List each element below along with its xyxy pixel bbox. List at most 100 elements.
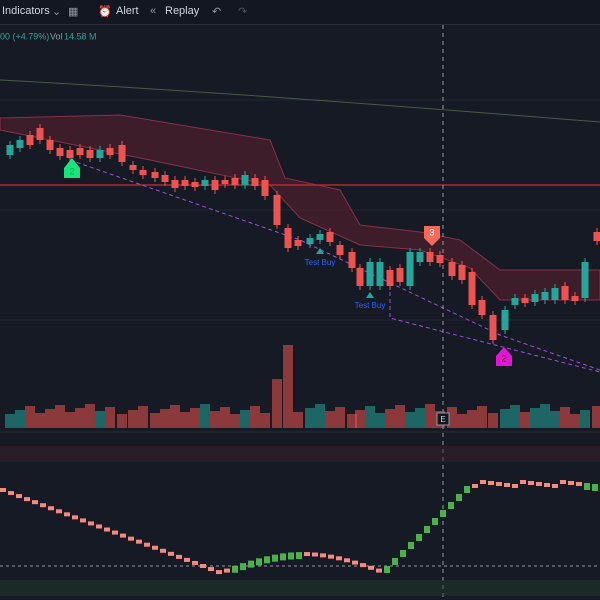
legend-vol-value: 14.58 M — [64, 31, 97, 41]
indicators-button[interactable]: Indicators — [2, 5, 50, 17]
oscillator-bar — [272, 554, 278, 562]
oscillator-bar — [520, 480, 526, 484]
marker-label: 3 — [429, 227, 434, 237]
oscillator-bar — [184, 557, 190, 562]
candle — [581, 262, 589, 298]
alert-icon[interactable]: ⏰ — [98, 6, 112, 18]
candle — [571, 296, 579, 301]
oscillator-bar — [136, 539, 142, 544]
oscillator-bar — [448, 502, 454, 509]
candle — [511, 298, 519, 305]
volume-bar — [415, 408, 425, 428]
candle — [386, 270, 394, 286]
candle — [46, 140, 54, 150]
volume-bar — [35, 413, 45, 428]
volume-bar — [45, 409, 55, 428]
volume-bar — [305, 408, 315, 428]
oscillator-bar — [240, 563, 246, 571]
oscillator-bar — [392, 558, 398, 565]
candle — [541, 292, 549, 300]
toolbar: Indicators ⌄ ▦ ⏰ Alert « Replay ↶ ↷ — [0, 0, 600, 25]
legend-vol-label: Vol — [50, 31, 63, 41]
replay-icon[interactable]: « — [150, 5, 157, 17]
oscillator-bar — [528, 481, 534, 485]
volume-bar — [500, 409, 510, 428]
marker — [64, 158, 80, 178]
candle — [366, 262, 374, 286]
oscillator-bar — [376, 568, 382, 573]
volume-bar — [128, 410, 138, 428]
candle — [251, 178, 259, 186]
signal-label: Test Buy — [355, 301, 386, 310]
oscillator-bar — [88, 521, 94, 526]
candle — [326, 232, 334, 242]
redo-button[interactable]: ↷ — [238, 6, 248, 18]
volume-bar — [55, 405, 65, 428]
volume-bar — [477, 406, 487, 428]
undo-button[interactable]: ↶ — [212, 6, 222, 18]
volume-bar — [293, 412, 303, 428]
volume-bar — [592, 406, 600, 428]
layout-button[interactable]: ▦ — [68, 6, 79, 18]
oscillator-bar — [408, 542, 414, 549]
candle — [139, 170, 147, 175]
oscillator-bar — [64, 512, 70, 517]
oscillator-bar — [440, 510, 446, 517]
candle — [191, 182, 199, 187]
volume-bar — [160, 409, 170, 428]
oscillator-bar — [288, 552, 294, 560]
candle — [26, 135, 34, 145]
grid — [0, 99, 600, 433]
candle — [171, 180, 179, 188]
band — [0, 114, 600, 301]
volume-bar — [395, 405, 405, 428]
oscillator-bar — [248, 560, 254, 568]
volume-bar — [385, 409, 395, 428]
volume-bar — [250, 406, 260, 428]
oscillator-bar — [480, 480, 486, 484]
candle — [241, 175, 249, 185]
volume-bar — [355, 410, 365, 428]
oscillator-bar — [416, 534, 422, 541]
oscillator-bar — [8, 491, 14, 496]
candle — [106, 148, 114, 155]
candle — [56, 148, 64, 156]
oscillator-bar — [24, 497, 30, 502]
candle — [426, 252, 434, 262]
candle — [468, 272, 476, 305]
oscillator-bar — [104, 527, 110, 532]
volume-bar — [180, 412, 190, 428]
volume-bar — [15, 410, 25, 428]
oscillator-bar — [40, 503, 46, 508]
oscillator-bar — [536, 482, 542, 486]
time-marker — [436, 412, 450, 426]
replay-button[interactable]: Replay — [165, 5, 200, 17]
volume-bar — [520, 412, 530, 428]
volume-bar — [283, 345, 293, 428]
volume-bar — [272, 379, 282, 428]
oscillator-bar — [72, 515, 78, 520]
oscillator-bar — [152, 545, 158, 550]
alert-button[interactable]: Alert — [116, 5, 139, 17]
oscillator-bar — [456, 494, 462, 501]
volume-bar — [138, 406, 148, 428]
oscillator-bar — [344, 558, 350, 563]
candle — [356, 268, 364, 286]
signal-arrow — [366, 292, 374, 298]
oscillator-bar — [264, 556, 270, 564]
candle — [416, 252, 424, 262]
candle — [489, 315, 497, 340]
volume-bar — [467, 410, 477, 428]
oscillator-bar — [432, 518, 438, 525]
oscillator-bar — [216, 570, 222, 575]
legend-change: 00 (+4.79%) — [0, 31, 49, 41]
signal-arrow — [316, 248, 324, 254]
volume-bar — [170, 405, 180, 428]
candle — [448, 262, 456, 276]
volume-bar — [335, 407, 345, 428]
dropdown[interactable]: ⌄ — [52, 6, 62, 18]
volume-bar — [95, 411, 105, 428]
volume-bar — [210, 411, 220, 428]
volume-bar — [117, 414, 127, 428]
